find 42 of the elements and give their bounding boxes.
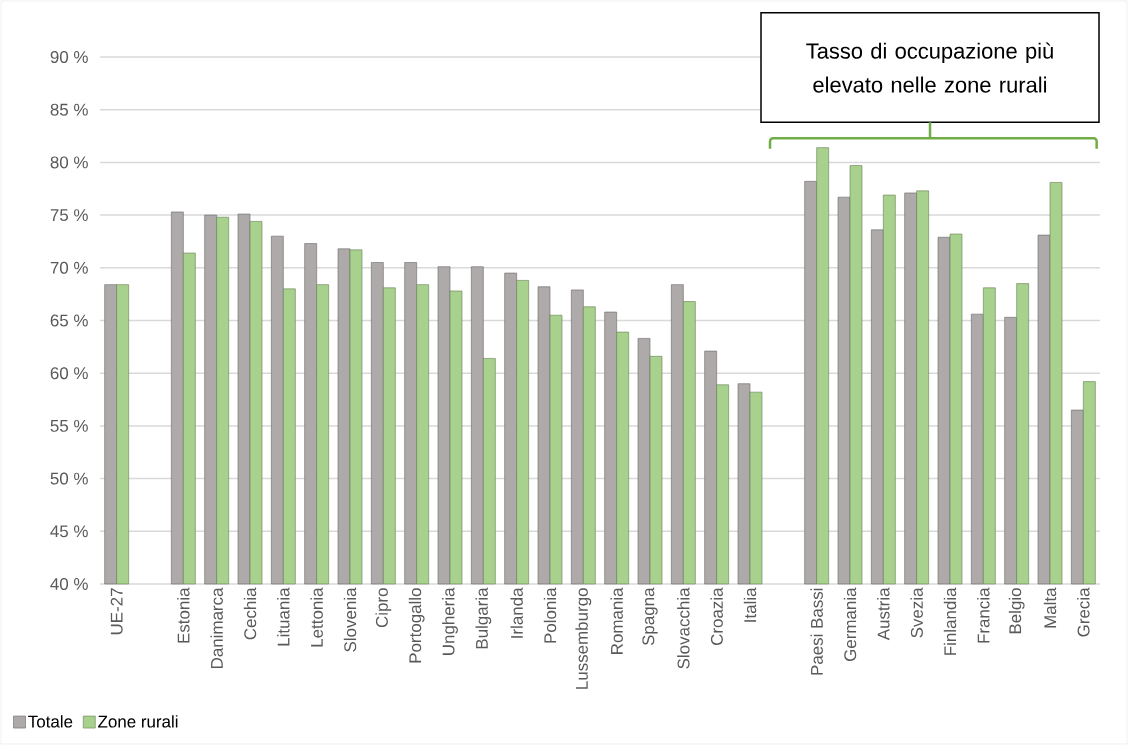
x-tick-label: Germania bbox=[843, 587, 857, 662]
y-tick-label: 55 % bbox=[50, 419, 88, 432]
y-tick-label: 75 % bbox=[50, 209, 88, 222]
x-tick-label: Malta bbox=[1043, 587, 1057, 628]
x-tick-label: Belgio bbox=[1008, 588, 1025, 634]
annotation: Tasso di occupazione più elevato nelle zone rurali bbox=[806, 42, 1053, 93]
x-tick-label: Croazia bbox=[710, 587, 723, 646]
x-tick-label: Irlanda bbox=[510, 587, 523, 638]
x-tick-label: Estonia bbox=[177, 587, 190, 643]
x-tick-label: Austria bbox=[877, 587, 890, 641]
x-tick-label: UE-27 bbox=[110, 588, 123, 635]
x-tick-label: Cechia bbox=[243, 587, 257, 640]
x-tick-label: Ungheria bbox=[442, 587, 458, 655]
y-tick-label: 85 % bbox=[50, 103, 88, 116]
y-tick-label: 50 % bbox=[50, 472, 88, 485]
x-tick-label: Danimarca bbox=[210, 587, 223, 668]
x-tick-label: Slovacchia bbox=[677, 587, 690, 669]
x-tick-label: Bulgaria bbox=[475, 587, 492, 649]
x-tick-label: Polonia bbox=[543, 587, 557, 643]
x-tick-label: Portogallo bbox=[408, 588, 425, 663]
x-tick-label: Finlandia bbox=[943, 587, 957, 655]
legend-label: Zone rurali bbox=[98, 715, 178, 728]
y-tick-label: 80 % bbox=[50, 156, 88, 169]
x-tick-label: Francia bbox=[977, 587, 990, 643]
x-tick-label: Lussemburgo bbox=[575, 588, 592, 689]
x-tick-label: Lituania bbox=[277, 587, 290, 646]
x-tick-label: Slovenia bbox=[343, 587, 357, 652]
y-tick-label: 65 % bbox=[50, 314, 88, 327]
x-tick-label: Grecia bbox=[1077, 587, 1090, 637]
x-tick-label: Spagna bbox=[642, 587, 658, 646]
y-tick-label: 70 % bbox=[50, 261, 88, 274]
y-tick-label: 60 % bbox=[50, 367, 88, 380]
x-tick-label: Cipro bbox=[375, 588, 392, 628]
y-tick-label: 45 % bbox=[50, 525, 88, 538]
legend-label: Totale bbox=[28, 715, 73, 728]
x-tick-label: Italia bbox=[743, 587, 757, 622]
x-tick-label: Paesi Bassi bbox=[810, 588, 823, 675]
y-tick-label: 40 % bbox=[50, 577, 88, 590]
x-tick-label: Svezia bbox=[910, 587, 923, 638]
x-tick-label: Lettonia bbox=[310, 587, 323, 647]
y-tick-label: 90 % bbox=[50, 50, 88, 63]
x-tick-label: Romania bbox=[610, 587, 623, 654]
